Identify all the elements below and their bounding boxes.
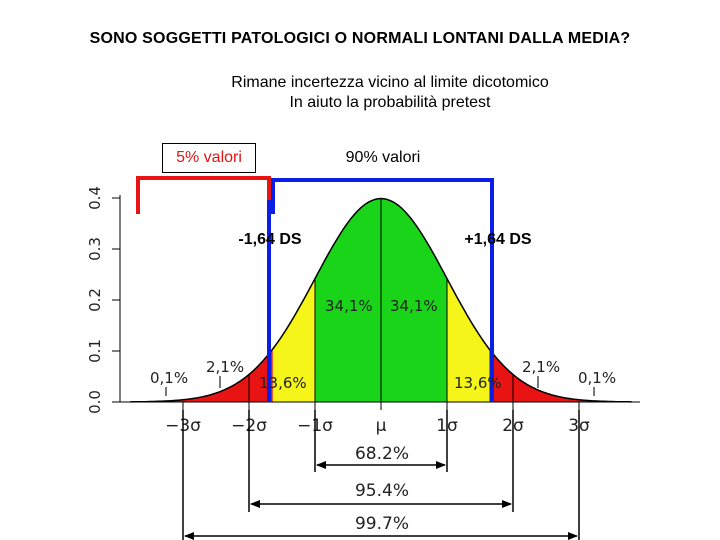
arrowhead-left bbox=[184, 532, 194, 540]
y-tick-label: 0.2 bbox=[86, 288, 104, 312]
bracket-blue-90pct bbox=[271, 178, 494, 214]
normal-curve bbox=[130, 197, 632, 403]
arrowhead-right bbox=[436, 461, 446, 469]
coverage-arrows bbox=[182, 410, 580, 540]
subtitle-line-2: In aiuto la probabilità pretest bbox=[289, 94, 491, 111]
subtitle-line-1: Rimane incertezza vicino al limite dicot… bbox=[231, 74, 549, 91]
bracket-center-label: 90% valori bbox=[345, 149, 421, 166]
cutoff-left-label: -1,64 DS bbox=[238, 231, 301, 248]
region-yellow-right bbox=[447, 278, 490, 402]
label-mid-right: 2,1% bbox=[522, 358, 560, 376]
cutoff-right-label: +1,64 DS bbox=[464, 231, 531, 248]
page-title: SONO SOGGETTI PATOLOGICI O NORMALI LONTA… bbox=[89, 30, 631, 47]
label-green-left: 34,1% bbox=[325, 297, 373, 315]
label-mid-left: 2,1% bbox=[206, 358, 244, 376]
region-red-right bbox=[489, 349, 593, 402]
arrowhead-left bbox=[316, 461, 326, 469]
y-tick-label: 0.3 bbox=[86, 237, 104, 261]
region-red-left bbox=[169, 349, 273, 402]
bracket-left-label: 5% valori bbox=[162, 143, 256, 173]
x-ticks: −3σ −2σ −1σ μ 1σ 2σ 3σ bbox=[165, 402, 590, 436]
label-tail-left: 0,1% bbox=[150, 369, 188, 387]
y-tick-label: 0.4 bbox=[86, 186, 104, 210]
y-ticks: 0.0 0.1 0.2 0.3 0.4 bbox=[86, 186, 120, 414]
label-tail-right: 0,1% bbox=[578, 369, 616, 387]
bracket-red-5pct bbox=[136, 176, 271, 214]
region-yellow-left bbox=[272, 278, 315, 402]
y-tick-label: 0.0 bbox=[86, 390, 104, 414]
sigma-lines bbox=[248, 198, 514, 402]
arrowhead-left bbox=[250, 500, 260, 508]
arrowhead-right bbox=[568, 532, 578, 540]
y-tick-label: 0.1 bbox=[86, 339, 104, 363]
coverage-label-2sd: 95.4% bbox=[355, 481, 409, 501]
label-pointers bbox=[165, 376, 595, 396]
region-labels: 0,1% 2,1% 13,6% 34,1% 34,1% 13,6% 2,1% 0… bbox=[150, 297, 616, 392]
arrowhead-right bbox=[502, 500, 512, 508]
label-yellow-right: 13,6% bbox=[454, 374, 502, 392]
x-tick-label: μ bbox=[376, 416, 387, 436]
label-yellow-left: 13,6% bbox=[259, 374, 307, 392]
coverage-label-3sd: 99.7% bbox=[355, 514, 409, 534]
label-green-right: 34,1% bbox=[390, 297, 438, 315]
coverage-label-1sd: 68.2% bbox=[355, 444, 409, 464]
